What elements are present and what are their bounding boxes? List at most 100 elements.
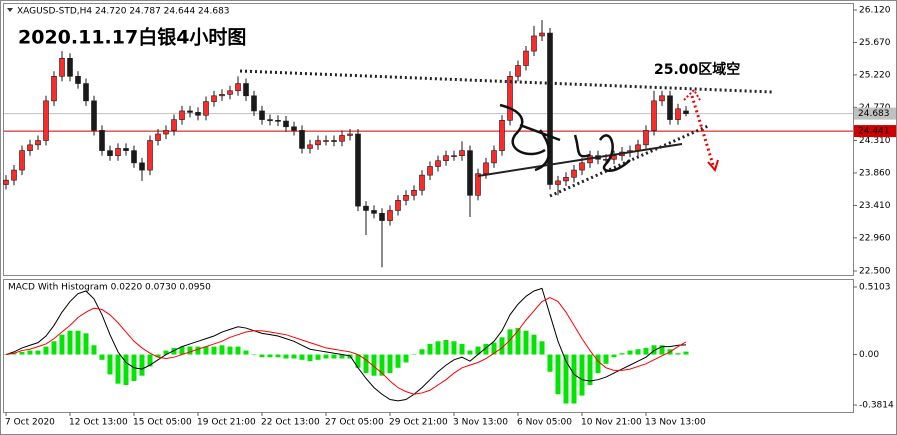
- x-tick-label: 15 Oct 05:00: [133, 418, 192, 428]
- y-tick-label: 0.00: [859, 350, 879, 360]
- annotation: 25.00区域空: [654, 61, 740, 78]
- candle-body: [51, 76, 57, 102]
- y-tick-label: -0.3814: [859, 401, 894, 411]
- histogram-bar: [291, 354, 297, 359]
- histogram-bar: [507, 329, 513, 355]
- candle-body: [147, 140, 153, 171]
- price-tag: [854, 107, 896, 120]
- candle-body: [219, 94, 225, 97]
- histogram-bar: [299, 354, 305, 360]
- candle-body: [3, 179, 9, 185]
- candle-body: [179, 110, 185, 120]
- candle-body: [75, 76, 81, 84]
- histogram-bar: [35, 350, 41, 355]
- y-tick-label: 23.860: [859, 168, 891, 178]
- candle-body: [443, 155, 449, 162]
- candle-body: [483, 162, 489, 174]
- histogram-bar: [219, 345, 225, 355]
- x-tick-label: 3 Nov 13:00: [453, 418, 508, 428]
- candle-body: [611, 155, 617, 160]
- candle-body: [83, 83, 89, 102]
- candle-body: [235, 83, 241, 92]
- histogram-bar: [627, 350, 633, 355]
- histogram-bar: [531, 334, 537, 355]
- candle-body: [43, 100, 49, 141]
- symbol-header: XAGUSD-STD,H4 24.720 24.787 24.644 24.68…: [17, 7, 230, 17]
- candle-body: [131, 150, 137, 164]
- histogram-bar: [571, 354, 577, 404]
- histogram-bar: [43, 346, 49, 355]
- histogram-bar: [475, 346, 481, 355]
- chart-title: 2020.11.17白银4小时图: [18, 26, 246, 49]
- candle-body: [99, 130, 105, 151]
- histogram-bar: [587, 354, 593, 385]
- histogram-bar: [211, 346, 217, 355]
- histogram-bar: [635, 349, 641, 355]
- candle-body: [475, 173, 481, 196]
- histogram-bar: [563, 354, 569, 404]
- trendline: [239, 69, 773, 94]
- candle-body: [203, 101, 209, 116]
- histogram-bar: [123, 354, 129, 385]
- candle-body: [459, 150, 465, 156]
- candle-body: [307, 144, 313, 149]
- histogram-bar: [659, 345, 665, 355]
- histogram-bar: [395, 354, 401, 368]
- candle-body: [355, 133, 361, 207]
- trendline: [477, 143, 683, 177]
- x-tick-label: 27 Oct 05:00: [325, 418, 384, 428]
- histogram-bar: [115, 354, 121, 384]
- x-tick-label: 29 Oct 21:00: [389, 418, 448, 428]
- x-tick-label: 6 Nov 05:00: [517, 418, 572, 428]
- histogram-bar: [19, 351, 25, 355]
- candle-body: [35, 140, 41, 146]
- y-tick-label: 24.310: [859, 136, 891, 146]
- candle-body: [571, 169, 577, 178]
- candle-body: [27, 144, 33, 151]
- candle-body: [19, 150, 25, 171]
- histogram-bar: [163, 350, 169, 355]
- candle-body: [291, 126, 297, 131]
- x-tick-label: 19 Oct 21:00: [197, 418, 256, 428]
- candle-body: [243, 83, 249, 97]
- analyst-drawings: [239, 69, 773, 198]
- histogram-bar: [579, 354, 585, 396]
- histogram-bar: [179, 346, 185, 355]
- histogram-bar: [595, 354, 601, 374]
- y-tick-label: 26.120: [859, 5, 891, 15]
- histogram-bar: [107, 354, 113, 375]
- candle-body: [299, 130, 305, 149]
- candle-body: [539, 32, 545, 37]
- price-tag: [854, 125, 896, 138]
- histogram-bar: [483, 343, 489, 355]
- candle-body: [195, 112, 201, 116]
- histogram-bar: [147, 354, 153, 367]
- candle-body: [155, 133, 161, 141]
- histogram-bar: [307, 354, 313, 362]
- candle-body: [451, 155, 457, 157]
- candle-body: [275, 120, 281, 122]
- candle-body: [267, 119, 273, 121]
- histogram-bar: [427, 343, 433, 355]
- y-tick-label: 25.220: [859, 70, 891, 80]
- macd-line: [5, 297, 687, 395]
- histogram-bar: [363, 354, 369, 374]
- histogram-bar: [539, 341, 545, 355]
- candle-body: [467, 150, 473, 196]
- histogram-bar: [227, 346, 233, 355]
- menu-triangle: [7, 8, 13, 12]
- histogram-bar: [387, 354, 393, 374]
- histogram-bar: [99, 354, 105, 360]
- candle-body: [379, 213, 385, 221]
- candle-body: [347, 133, 353, 136]
- histogram-bar: [651, 345, 657, 355]
- candle-body: [107, 150, 113, 156]
- histogram-bar: [451, 341, 457, 355]
- price-pane: [3, 3, 854, 276]
- candle-body: [419, 174, 425, 191]
- macd-title: MACD With Histogram 0.0220 0.0730 0.0950: [8, 283, 211, 293]
- histogram-bar: [443, 339, 449, 355]
- histogram-bar: [51, 341, 57, 355]
- histogram-bar: [59, 334, 65, 355]
